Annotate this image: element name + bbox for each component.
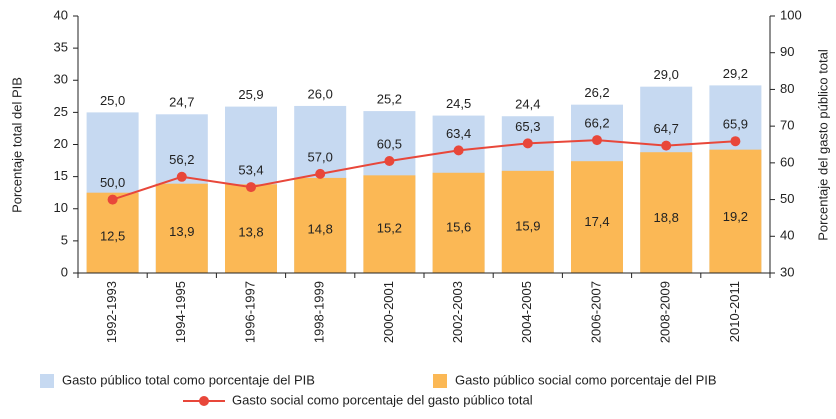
data-label: 64,7	[654, 121, 679, 136]
y-tick-label: 40	[54, 7, 68, 22]
line-marker	[107, 194, 118, 205]
data-label: 25,2	[377, 92, 402, 107]
bar	[571, 161, 623, 273]
bar	[294, 177, 347, 273]
data-label: 26,0	[308, 86, 333, 101]
legend-swatch	[433, 374, 447, 388]
bar	[363, 175, 416, 273]
x-tick-label: 2006-2007	[588, 281, 603, 343]
y-tick-label: 30	[54, 72, 68, 87]
data-label: 13,9	[169, 224, 194, 239]
data-label: 15,6	[446, 219, 471, 234]
bar	[225, 184, 277, 273]
y-tick-label: 15	[54, 168, 68, 183]
y2-axis-label: Porcentaje del gasto público total	[815, 49, 830, 241]
data-label: 15,2	[377, 220, 402, 235]
y2-tick-label: 50	[780, 191, 794, 206]
y-axis-label: Porcentaje total del PIB	[9, 77, 24, 213]
x-tick-label: 2002-2003	[450, 281, 465, 343]
y2-tick-label: 70	[780, 118, 794, 133]
line-marker	[453, 145, 464, 156]
data-label: 57,0	[308, 149, 333, 164]
bar	[709, 149, 762, 273]
data-label: 29,0	[654, 67, 679, 82]
data-label: 50,0	[100, 175, 125, 190]
line-marker	[592, 135, 602, 146]
data-label: 26,2	[584, 85, 609, 100]
legend-label: Gasto público total como porcentaje del …	[62, 372, 315, 387]
bar	[155, 183, 208, 273]
y-tick-label: 0	[61, 264, 68, 279]
x-tick-label: 2008-2009	[658, 281, 673, 343]
line	[112, 139, 736, 201]
legend-swatch	[40, 374, 54, 388]
data-label: 24,4	[515, 97, 540, 112]
line-marker	[384, 156, 395, 167]
data-label: 65,3	[515, 119, 540, 134]
data-label: 24,5	[446, 96, 471, 111]
legend-label: Gasto social como porcentaje del gasto p…	[232, 392, 533, 407]
data-label: 29,2	[723, 66, 748, 81]
y2-tick-label: 30	[780, 264, 794, 279]
y2-tick-label: 100	[780, 7, 802, 22]
data-label: 60,5	[377, 136, 402, 151]
y-tick-label: 10	[54, 200, 68, 215]
y2-tick-label: 90	[780, 44, 794, 59]
y-tick-label: 20	[54, 136, 68, 151]
x-tick-label: 2010-2011	[727, 281, 742, 342]
y-tick-label: 5	[61, 232, 68, 247]
y-tick-label: 25	[54, 104, 68, 119]
data-label: 14,8	[308, 222, 333, 237]
y2-tick-label: 60	[780, 154, 794, 169]
bar	[501, 170, 554, 273]
legend-label: Gasto público social como porcentaje del…	[455, 372, 717, 387]
y2-tick-label: 40	[780, 228, 794, 243]
data-label: 24,7	[169, 95, 194, 110]
data-label: 25,0	[100, 93, 125, 108]
data-label: 53,4	[238, 163, 263, 178]
data-label: 25,9	[238, 87, 263, 102]
bar	[640, 152, 693, 273]
x-tick-label: 1996-1997	[242, 281, 257, 343]
data-label: 56,2	[169, 152, 194, 167]
data-label: 19,2	[723, 209, 748, 224]
x-tick-label: 2004-2005	[519, 281, 534, 343]
line-marker	[522, 138, 533, 149]
line-marker	[730, 136, 741, 147]
data-label: 12,5	[100, 228, 125, 243]
data-label: 65,9	[723, 117, 748, 132]
legend-marker	[199, 396, 209, 406]
x-tick-label: 2000-2001	[381, 281, 396, 343]
bar	[432, 172, 485, 273]
data-label: 13,8	[238, 225, 263, 240]
data-label: 63,4	[446, 126, 471, 141]
line-marker	[661, 140, 672, 151]
y-tick-label: 35	[54, 40, 68, 55]
bar	[86, 192, 139, 273]
data-label: 15,9	[515, 218, 540, 233]
x-tick-label: 1994-1995	[173, 281, 188, 343]
data-label: 66,2	[584, 116, 609, 131]
line-marker	[246, 182, 256, 193]
y2-tick-label: 80	[780, 81, 794, 96]
data-label: 18,8	[654, 210, 679, 225]
data-label: 17,4	[584, 214, 609, 229]
x-tick-label: 1998-1999	[312, 281, 327, 343]
x-tick-label: 1992-1993	[104, 281, 119, 343]
line-marker	[176, 171, 187, 182]
line-marker	[315, 168, 326, 179]
